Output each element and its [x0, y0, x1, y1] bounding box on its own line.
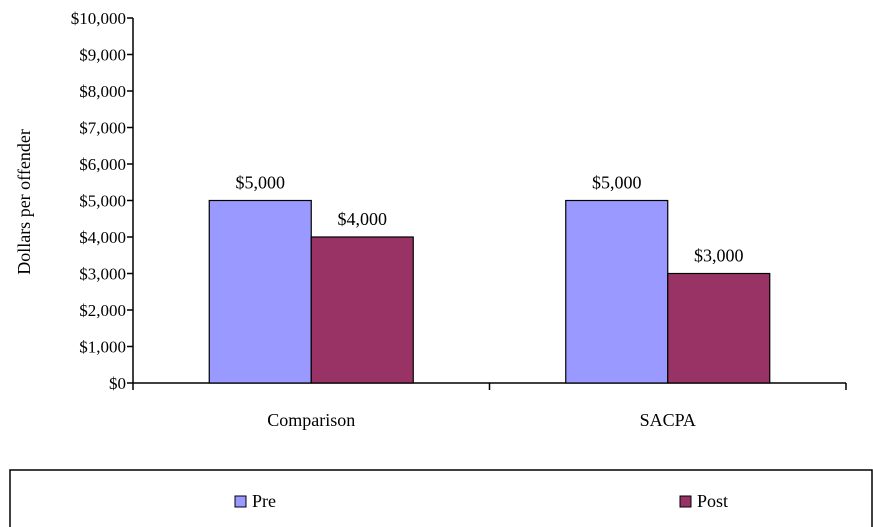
y-tick-label: $5,000	[79, 192, 126, 211]
y-tick-label: $10,000	[71, 9, 126, 28]
y-tick-label: $4,000	[79, 228, 126, 247]
legend-label-post: Post	[697, 491, 728, 511]
y-tick-label: $0	[109, 374, 126, 393]
y-tick-label: $9,000	[79, 46, 126, 65]
x-category-label: SACPA	[640, 410, 696, 430]
data-label: $4,000	[338, 209, 388, 229]
legend: Pre Post	[234, 491, 728, 511]
data-label: $5,000	[236, 173, 286, 193]
bar-pre-sacpa	[565, 199, 669, 384]
y-tick-label: $1,000	[79, 338, 126, 357]
y-tick-label: $8,000	[79, 82, 126, 101]
plot-area: $0 $1,000 $2,000 $3,000 $4,000 $5,000 $6,000 $7…	[71, 9, 847, 430]
y-tick-label: $7,000	[79, 119, 126, 138]
bar-pre-comparison	[208, 199, 312, 384]
data-label: $5,000	[592, 173, 642, 193]
y-tick-label: $2,000	[79, 301, 126, 320]
legend-box	[9, 469, 873, 527]
bar-post-comparison	[310, 236, 414, 384]
y-tick-label: $3,000	[79, 265, 126, 284]
data-label: $3,000	[694, 246, 744, 266]
x-category-label: Comparison	[267, 410, 355, 430]
bar-post-sacpa	[667, 272, 771, 384]
legend-label-pre: Pre	[252, 491, 276, 511]
y-tick-label: $6,000	[79, 155, 126, 174]
y-axis-title: Dollars per offender	[14, 129, 34, 275]
legend-swatch-pre	[234, 495, 247, 508]
legend-swatch-post	[679, 495, 692, 508]
